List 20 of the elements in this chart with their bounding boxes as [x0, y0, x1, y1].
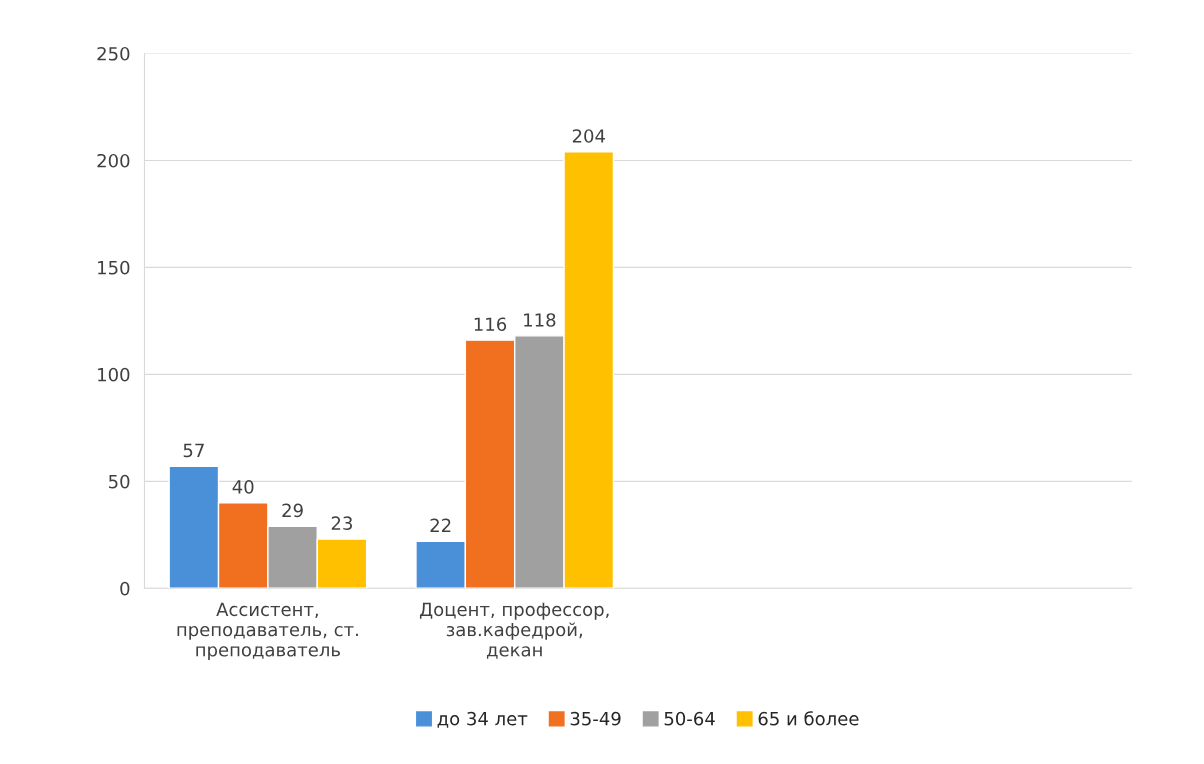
y-tick-label: 50: [109, 474, 130, 489]
data-label: 40: [232, 480, 254, 494]
legend-label: до 34 лет: [437, 711, 528, 728]
y-tick-label: 250: [97, 46, 130, 61]
y-tick-label: 100: [98, 367, 130, 382]
y-tick-label: 200: [97, 153, 130, 168]
x-tick-label: Ассистент, преподаватель, ст. преподаватель: [177, 602, 358, 661]
data-label: 118: [524, 313, 556, 327]
y-tick-label: 0: [120, 581, 130, 596]
data-label: 22: [430, 518, 451, 532]
data-label: 204: [572, 129, 605, 143]
y-tick-label: 150: [98, 260, 130, 275]
data-label: 23: [331, 516, 352, 531]
data-label: 29: [282, 503, 303, 518]
legend-label: 65 и более: [758, 711, 859, 726]
legend-label: 50-64: [664, 711, 715, 726]
data-label: 116: [474, 317, 507, 332]
data-label: 57: [183, 443, 204, 458]
x-tick-label: Доцент, профессор, зав.кафедрой, декан: [419, 602, 609, 659]
legend-label: 35-49: [570, 711, 621, 726]
